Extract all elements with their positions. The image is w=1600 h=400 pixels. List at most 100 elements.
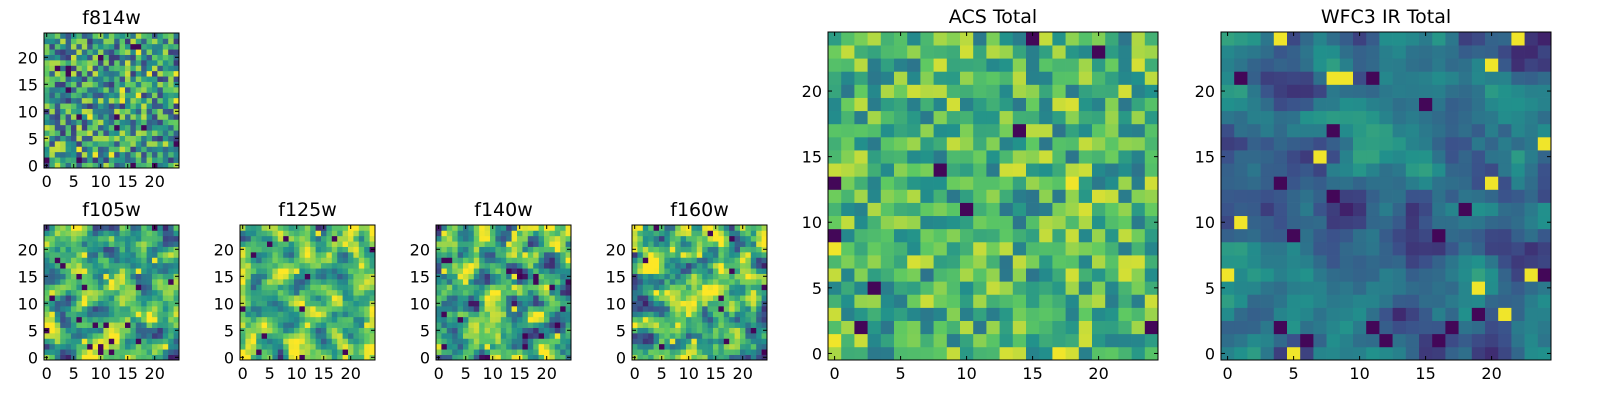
heatmap-cell bbox=[92, 311, 99, 318]
heatmap-cell bbox=[81, 92, 88, 99]
heatmap-cell bbox=[76, 65, 83, 72]
heatmap-cell bbox=[288, 268, 295, 274]
x-tick-label: 20 bbox=[341, 364, 361, 383]
heatmap-cell bbox=[538, 241, 545, 247]
heatmap-cell bbox=[331, 306, 338, 312]
heatmap-cell bbox=[49, 43, 56, 50]
heatmap-cell bbox=[463, 235, 469, 242]
heatmap-cell bbox=[696, 316, 703, 323]
heatmap-cell bbox=[92, 65, 99, 72]
heatmap-cell bbox=[1144, 333, 1159, 348]
heatmap-cell bbox=[364, 246, 370, 253]
heatmap-cell bbox=[125, 322, 131, 328]
heatmap-cell bbox=[723, 354, 730, 361]
heatmap-cell bbox=[98, 130, 104, 136]
heatmap-cell bbox=[680, 268, 687, 274]
heatmap-cell bbox=[1366, 45, 1380, 59]
heatmap-cell bbox=[533, 241, 539, 247]
heatmap-cell bbox=[696, 262, 703, 269]
heatmap-cell bbox=[549, 284, 556, 291]
heatmap-cell bbox=[1379, 71, 1393, 85]
heatmap-cell bbox=[304, 295, 311, 301]
heatmap-cell bbox=[87, 81, 93, 88]
heatmap-cell bbox=[71, 157, 77, 163]
heatmap-cell bbox=[946, 268, 961, 282]
heatmap-cell bbox=[729, 273, 735, 280]
heatmap-cell bbox=[245, 257, 252, 264]
heatmap-cell bbox=[1234, 346, 1248, 361]
heatmap-cell bbox=[707, 284, 714, 291]
heatmap-cell bbox=[76, 354, 83, 361]
heatmap-cell bbox=[999, 281, 1014, 295]
heatmap-cell bbox=[76, 141, 83, 147]
heatmap-cell bbox=[245, 246, 252, 253]
heatmap-cell bbox=[1326, 71, 1341, 85]
heatmap-cell bbox=[1065, 176, 1080, 190]
heatmap-cell bbox=[740, 279, 746, 285]
heatmap-cell bbox=[44, 333, 50, 339]
heatmap-cell bbox=[364, 273, 370, 280]
heatmap-cell bbox=[315, 306, 322, 312]
heatmap-cell bbox=[500, 295, 507, 301]
heatmap-cell bbox=[723, 322, 730, 328]
heatmap-cell bbox=[1287, 333, 1301, 348]
heatmap-cell bbox=[1339, 110, 1354, 125]
heatmap-cell bbox=[446, 257, 453, 264]
heatmap-cell bbox=[1287, 241, 1301, 256]
heatmap-cell bbox=[452, 327, 458, 334]
heatmap-cell bbox=[880, 333, 895, 348]
heatmap-cell bbox=[495, 311, 502, 318]
heatmap-cell bbox=[130, 311, 137, 318]
heatmap-cell bbox=[44, 311, 50, 318]
heatmap-cell bbox=[283, 246, 289, 253]
heatmap-cell bbox=[653, 349, 660, 355]
heatmap-cell bbox=[304, 300, 311, 307]
heatmap-cell bbox=[495, 306, 502, 312]
heatmap-cell bbox=[1471, 228, 1486, 243]
heatmap-cell bbox=[522, 311, 529, 318]
heatmap-cell bbox=[527, 252, 534, 258]
heatmap-cell bbox=[326, 333, 333, 339]
heatmap-cell bbox=[632, 289, 638, 296]
heatmap-cell bbox=[1445, 333, 1459, 348]
heatmap-cell bbox=[173, 141, 180, 147]
heatmap-cell bbox=[299, 257, 306, 264]
heatmap-cell bbox=[452, 252, 458, 258]
heatmap-cell bbox=[1353, 202, 1367, 217]
heatmap-cell bbox=[637, 333, 644, 339]
heatmap-cell bbox=[854, 215, 868, 230]
heatmap-cell bbox=[92, 306, 99, 312]
heatmap-cell bbox=[659, 333, 665, 339]
heatmap-cell bbox=[130, 162, 137, 169]
heatmap-cell bbox=[157, 349, 164, 355]
heatmap-cell bbox=[702, 279, 708, 285]
heatmap-cell bbox=[310, 235, 316, 242]
heatmap-cell bbox=[146, 157, 153, 163]
heatmap-cell bbox=[44, 124, 50, 131]
heatmap-cell bbox=[549, 235, 556, 242]
heatmap-cell bbox=[267, 333, 273, 339]
heatmap-cell bbox=[632, 306, 638, 312]
heatmap-cell bbox=[664, 279, 671, 285]
heatmap-cell bbox=[369, 322, 376, 328]
heatmap-cell bbox=[1144, 176, 1159, 190]
heatmap-cell bbox=[1105, 241, 1119, 256]
heatmap-cell bbox=[750, 262, 757, 269]
heatmap-cell bbox=[71, 284, 77, 291]
heatmap-cell bbox=[1458, 268, 1473, 282]
heatmap-cell bbox=[632, 279, 638, 285]
heatmap-cell bbox=[288, 300, 295, 307]
heatmap-cell bbox=[533, 279, 539, 285]
heatmap-cell bbox=[960, 58, 974, 72]
heatmap-cell bbox=[1300, 202, 1314, 217]
heatmap-cell bbox=[734, 289, 741, 296]
heatmap-cell bbox=[108, 333, 115, 339]
heatmap-cell bbox=[326, 300, 333, 307]
heatmap-cell bbox=[490, 338, 496, 345]
panel-title: f105w bbox=[82, 199, 141, 221]
heatmap-cell bbox=[675, 268, 681, 274]
heatmap-cell bbox=[108, 284, 115, 291]
heatmap-cell bbox=[880, 189, 895, 203]
heatmap-cell bbox=[54, 322, 61, 328]
heatmap-cell bbox=[44, 157, 50, 163]
